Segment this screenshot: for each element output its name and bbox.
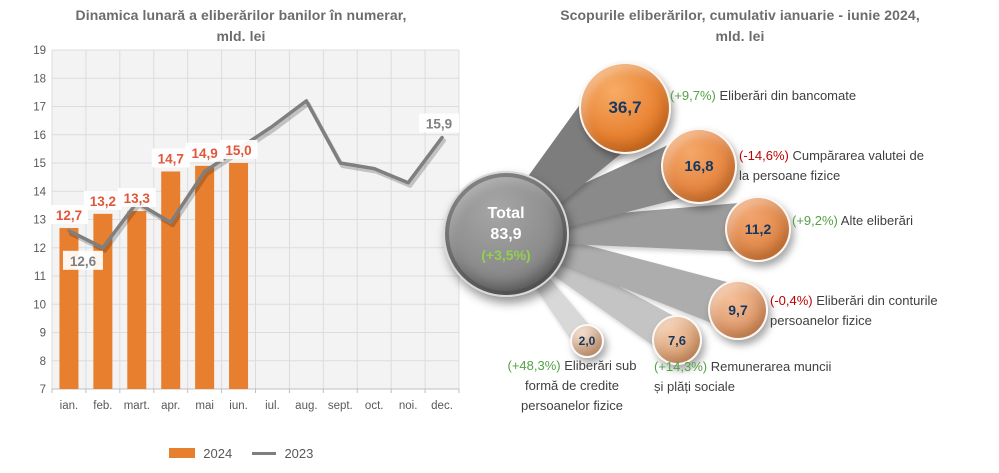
right-chart-title-line1: Scopurile eliberărilor, cumulativ ianuar… <box>560 7 920 23</box>
y-axis-label: 8 <box>40 356 46 368</box>
left-chart-title: Dinamica lunară a eliberărilor banilor î… <box>0 5 482 47</box>
bubble-value-remunerare-munca: 7,6 <box>667 332 687 348</box>
y-axis-label: 13 <box>33 215 46 227</box>
bubble-label-bancomate: (+9,7%) Eliberări din bancomate <box>670 86 890 106</box>
right-chart-title: Scopurile eliberărilor, cumulativ ianuar… <box>495 5 985 47</box>
bubble-text-remunerare-munca: Remunerarea muncii și plăți sociale <box>654 359 832 394</box>
x-axis-label: noi. <box>399 400 418 412</box>
bubble-text-alte-eliberari: Alte eliberări <box>837 213 914 228</box>
bar-value-label: 14,9 <box>191 146 217 161</box>
bar-mart. <box>127 211 147 389</box>
bar-mai <box>195 165 215 389</box>
bar-label-bg <box>185 142 224 162</box>
bubble-total: Total 83,9 (+3,5%) <box>443 171 569 297</box>
y-axis-label: 12 <box>33 243 46 255</box>
bubble-label-credite-persoane-fizice: (+48,3%) Eliberări sub formă de credite … <box>496 356 648 416</box>
legend-label-2024: 2024 <box>203 445 233 461</box>
y-axis-label: 16 <box>33 130 46 142</box>
bubble-text-cumparare-valuta: Cumpărarea valutei de la persoane fizice <box>739 148 924 183</box>
bubble-value-credite-persoane-fizice: 2,0 <box>578 334 596 348</box>
line-label-bg <box>62 250 103 270</box>
y-axis-label: 7 <box>40 384 46 396</box>
left-chart-title-line1: Dinamica lunară a eliberărilor banilor î… <box>75 7 407 23</box>
bubble-label-cumparare-valuta: (-14,6%) Cumpărarea valutei de la persoa… <box>739 146 924 186</box>
line-value-label: 12,6 <box>70 254 97 269</box>
bar-value-label: 12,7 <box>56 208 82 223</box>
x-axis-label: apr. <box>161 400 180 412</box>
bubble-remunerare-munca: 7,6 <box>652 315 702 365</box>
bubble-bancomate: 36,7 <box>579 62 671 154</box>
bubble-text-conturi-persoane-fizice: Eliberări din conturile persoanelor fizi… <box>770 293 938 328</box>
y-axis-label: 17 <box>33 102 46 114</box>
bubble-value-conturi-persoane-fizice: 9,7 <box>728 302 748 318</box>
chart-legend: 2024 2023 <box>0 444 482 461</box>
total-percent: (+3,5%) <box>481 246 531 263</box>
right-chart-title-line2: mld. lei <box>715 28 765 44</box>
x-axis-label: feb. <box>93 400 112 412</box>
bar-series-swatch <box>168 448 195 459</box>
line-series-swatch <box>251 451 276 455</box>
line-label-bg <box>419 113 460 133</box>
total-label: Total <box>487 204 525 222</box>
x-axis-label: iun. <box>229 400 248 412</box>
bar-label-bg <box>83 190 122 210</box>
x-axis-label: oct. <box>365 400 384 412</box>
bar-label-bg <box>151 148 190 168</box>
bubble-percent-cumparare-valuta: (-14,6%) <box>739 148 789 163</box>
bar-label-bg <box>219 140 258 159</box>
bubble-value-cumparare-valuta: 16,8 <box>684 157 714 175</box>
x-axis-label: iul. <box>265 400 280 412</box>
line-2023 <box>67 99 444 250</box>
x-axis-label: aug. <box>295 400 317 412</box>
y-axis-label: 19 <box>33 45 46 57</box>
bubble-percent-remunerare-munca: (+14,3%) <box>654 359 708 374</box>
total-value: 83,9 <box>490 225 522 243</box>
bubble-value-alte-eliberari: 11,2 <box>744 221 772 237</box>
line-value-label: 15,9 <box>426 117 452 132</box>
y-axis-label: 14 <box>33 186 46 198</box>
x-axis-label: mart. <box>124 400 150 412</box>
bubble-percent-conturi-persoane-fizice: (-0,4%) <box>770 293 813 308</box>
bar-value-label: 13,3 <box>124 191 151 206</box>
bubble-percent-bancomate: (+9,7%) <box>670 88 716 103</box>
legend-label-2023: 2023 <box>284 445 314 461</box>
y-axis-label: 11 <box>34 271 46 283</box>
bubble-label-remunerare-munca: (+14,3%) Remunerarea muncii și plăți soc… <box>654 357 832 397</box>
x-axis-label: mai <box>195 400 214 412</box>
bubble-label-conturi-persoane-fizice: (-0,4%) Eliberări din conturile persoane… <box>770 291 975 331</box>
y-axis-label: 9 <box>40 328 46 340</box>
y-axis-label: 15 <box>33 158 46 170</box>
bar-value-label: 13,2 <box>90 194 116 209</box>
bubble-cumparare-valuta: 16,8 <box>661 128 737 204</box>
left-chart-title-line2: mld. lei <box>216 28 266 44</box>
bubble-percent-credite-persoane-fizice: (+48,3%) <box>507 358 561 373</box>
bar-iun. <box>229 163 249 389</box>
legend-item-2023: 2023 <box>251 445 314 461</box>
bar-value-label: 15,0 <box>225 143 251 158</box>
bubble-text-credite-persoane-fizice: Eliberări sub formă de credite persoanel… <box>521 358 637 413</box>
bubble-text-bancomate: Eliberări din bancomate <box>715 88 857 103</box>
bubble-credite-persoane-fizice: 2,0 <box>570 324 604 358</box>
x-axis-label: dec. <box>431 400 453 412</box>
bubble-percent-alte-eliberari: (+9,2%) <box>792 213 838 228</box>
x-axis-label: ian. <box>60 400 79 412</box>
bar-apr. <box>161 171 181 389</box>
bubble-label-alte-eliberari: (+9,2%) Alte eliberări <box>792 211 992 231</box>
bubble-alte-eliberari: 11,2 <box>725 196 791 262</box>
bubble-value-bancomate: 36,7 <box>608 98 642 117</box>
y-axis-label: 10 <box>33 299 46 311</box>
x-axis-label: sept. <box>328 400 353 412</box>
monthly-dynamics-chart: 7 8 9 10 11 12 13 14 15 16 17 18 19 ian. feb. mart. apr.… <box>33 45 460 412</box>
bubble-conturi-persoane-fizice: 9,7 <box>708 280 768 340</box>
bar-label-bg <box>117 188 156 208</box>
bar-label-bg <box>49 204 88 224</box>
y-axis-label: 18 <box>33 73 46 85</box>
bar-value-label: 14,7 <box>158 151 184 166</box>
legend-item-2024: 2024 <box>168 445 233 461</box>
